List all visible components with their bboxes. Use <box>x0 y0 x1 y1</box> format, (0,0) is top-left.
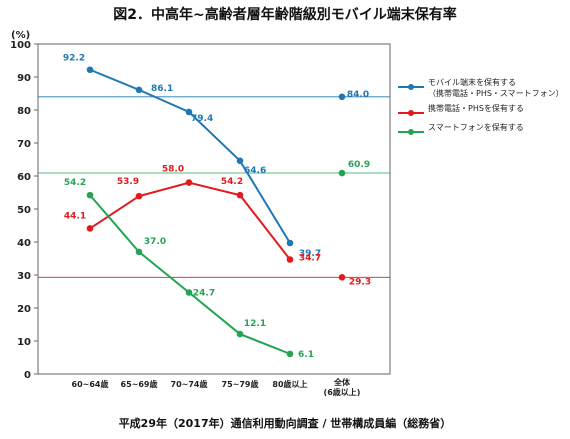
total-point <box>338 93 346 101</box>
y-tick-label: 0 <box>24 370 31 381</box>
data-label: 37.0 <box>144 237 166 247</box>
y-tick-label: 50 <box>17 205 31 216</box>
y-tick-label: 30 <box>17 271 31 282</box>
series-line <box>89 68 291 244</box>
y-tick-label: 40 <box>17 238 31 249</box>
data-label: 12.1 <box>244 319 266 329</box>
legend-label: 携帯電話・PHSを保有する <box>428 103 524 113</box>
total-point <box>338 274 346 281</box>
data-point <box>135 248 143 256</box>
chart-series: 92.286.179.464.639.784.044.153.958.054.2… <box>63 54 371 360</box>
x-tick-label: 70~74歳 <box>171 379 208 389</box>
legend-swatch-marker <box>408 110 414 116</box>
data-label: 58.0 <box>162 165 184 175</box>
legend-label: スマートフォンを保有する <box>428 122 524 132</box>
chart-axes: 0 10 20 30 40 50 60 70 80 90 100(%) 60~64歳 65~69歳 70~… <box>10 30 391 397</box>
y-tick-label: 70 <box>17 139 31 150</box>
x-tick-label: 75~79歳 <box>222 379 259 389</box>
chart-legend: モバイル端末を保有する（携帯電話・PHS・スマートフォン） 携帯電話・PHSを保有… <box>398 77 564 135</box>
y-tick-label: 10 <box>17 337 31 348</box>
data-label: 6.1 <box>298 350 314 360</box>
data-label: 44.1 <box>64 211 86 221</box>
data-point <box>236 330 244 338</box>
series-line <box>89 194 291 355</box>
data-label: 24.7 <box>193 288 215 298</box>
data-point <box>236 191 244 199</box>
data-point <box>86 225 94 232</box>
data-point <box>185 179 193 186</box>
total-point <box>338 169 346 177</box>
x-tick-label-total: (6歳以上) <box>324 387 361 397</box>
legend-swatch-marker <box>408 129 414 135</box>
y-tick-label: 20 <box>17 304 31 315</box>
data-point <box>286 350 294 358</box>
total-label: 84.0 <box>347 90 369 100</box>
total-label: 60.9 <box>348 160 370 170</box>
data-point <box>86 191 94 199</box>
legend-label-sub: （携帯電話・PHS・スマートフォン） <box>428 88 564 98</box>
y-tick-label: 100 <box>10 40 31 51</box>
x-tick-label: 80歳以上 <box>272 379 307 389</box>
x-tick-label: 65~69歳 <box>121 379 158 389</box>
data-point <box>236 157 244 165</box>
data-label: 54.2 <box>221 177 243 187</box>
x-tick-label-total: 全体 <box>333 377 351 387</box>
data-point <box>86 66 94 74</box>
x-tick-label: 60~64歳 <box>72 379 109 389</box>
y-tick-label: 60 <box>17 172 31 183</box>
data-point <box>286 256 294 263</box>
source-note: 平成29年（2017年）通信利用動向調査 / 世帯構成員編（総務省） <box>118 417 452 430</box>
data-label: 39.7 <box>299 249 321 259</box>
legend-label: モバイル端末を保有する <box>428 77 516 87</box>
data-point <box>185 289 193 296</box>
series-group: 92.2 86.1 79.4 64.6 39.7 84.0 <box>63 54 369 259</box>
legend-swatch-marker <box>408 84 414 90</box>
data-point <box>135 86 143 94</box>
data-label: 64.6 <box>244 166 266 176</box>
total-reference-lines <box>38 96 390 278</box>
y-unit-label: (%) <box>11 30 30 41</box>
y-tick-label: 80 <box>17 106 31 117</box>
series-group: 54.2 37.0 24.7 12.1 6.1 60.9 <box>64 160 370 360</box>
chart-title: 図2．中高年~高齢者層年齢階級別モバイル端末保有率 <box>113 7 457 23</box>
data-point <box>286 239 294 247</box>
total-label: 29.3 <box>349 277 371 287</box>
data-point <box>135 192 143 200</box>
data-label: 53.9 <box>117 177 139 187</box>
data-label: 79.4 <box>191 114 213 124</box>
y-tick-label: 90 <box>17 73 31 84</box>
data-label: 54.2 <box>64 178 86 188</box>
plot-frame <box>37 43 391 375</box>
data-point <box>185 108 193 116</box>
data-label: 34.7 <box>299 253 321 263</box>
data-label: 86.1 <box>151 84 173 94</box>
data-label: 92.2 <box>63 54 85 64</box>
series-group: 44.1 53.9 58.0 54.2 34.7 29.3 <box>64 165 371 288</box>
